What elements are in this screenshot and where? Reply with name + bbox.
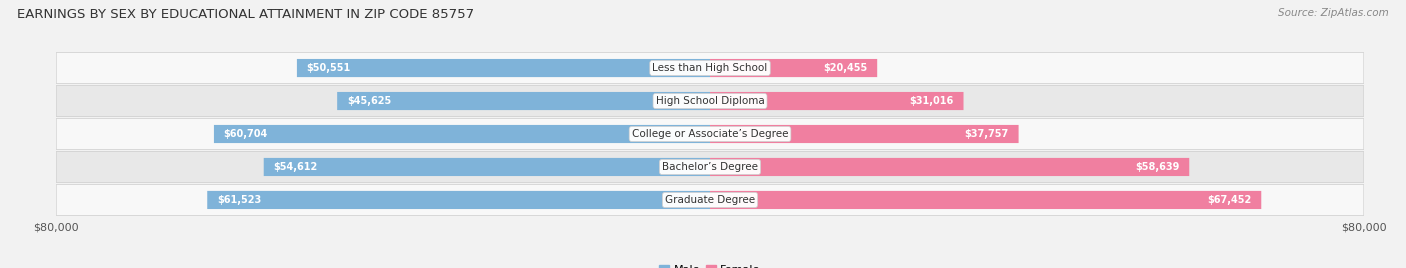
Text: $54,612: $54,612 [274,162,318,172]
Text: $58,639: $58,639 [1135,162,1180,172]
Text: Graduate Degree: Graduate Degree [665,195,755,205]
FancyBboxPatch shape [56,85,1364,117]
Text: $37,757: $37,757 [965,129,1008,139]
FancyBboxPatch shape [710,59,877,77]
Text: College or Associate’s Degree: College or Associate’s Degree [631,129,789,139]
FancyBboxPatch shape [710,158,1189,176]
FancyBboxPatch shape [710,92,963,110]
FancyBboxPatch shape [56,118,1364,150]
Legend: Male, Female: Male, Female [655,260,765,268]
FancyBboxPatch shape [710,125,1018,143]
Text: $50,551: $50,551 [307,63,352,73]
FancyBboxPatch shape [207,191,710,209]
FancyBboxPatch shape [56,53,1364,84]
Text: $31,016: $31,016 [910,96,953,106]
FancyBboxPatch shape [337,92,710,110]
FancyBboxPatch shape [710,191,1261,209]
FancyBboxPatch shape [297,59,710,77]
Text: Source: ZipAtlas.com: Source: ZipAtlas.com [1278,8,1389,18]
Text: $20,455: $20,455 [823,63,868,73]
Text: $67,452: $67,452 [1208,195,1251,205]
Text: Less than High School: Less than High School [652,63,768,73]
FancyBboxPatch shape [214,125,710,143]
FancyBboxPatch shape [56,151,1364,183]
Text: $60,704: $60,704 [224,129,269,139]
Text: Bachelor’s Degree: Bachelor’s Degree [662,162,758,172]
Text: $45,625: $45,625 [347,96,391,106]
Text: EARNINGS BY SEX BY EDUCATIONAL ATTAINMENT IN ZIP CODE 85757: EARNINGS BY SEX BY EDUCATIONAL ATTAINMEN… [17,8,474,21]
Text: High School Diploma: High School Diploma [655,96,765,106]
FancyBboxPatch shape [264,158,710,176]
FancyBboxPatch shape [56,184,1364,215]
Text: $61,523: $61,523 [217,195,262,205]
